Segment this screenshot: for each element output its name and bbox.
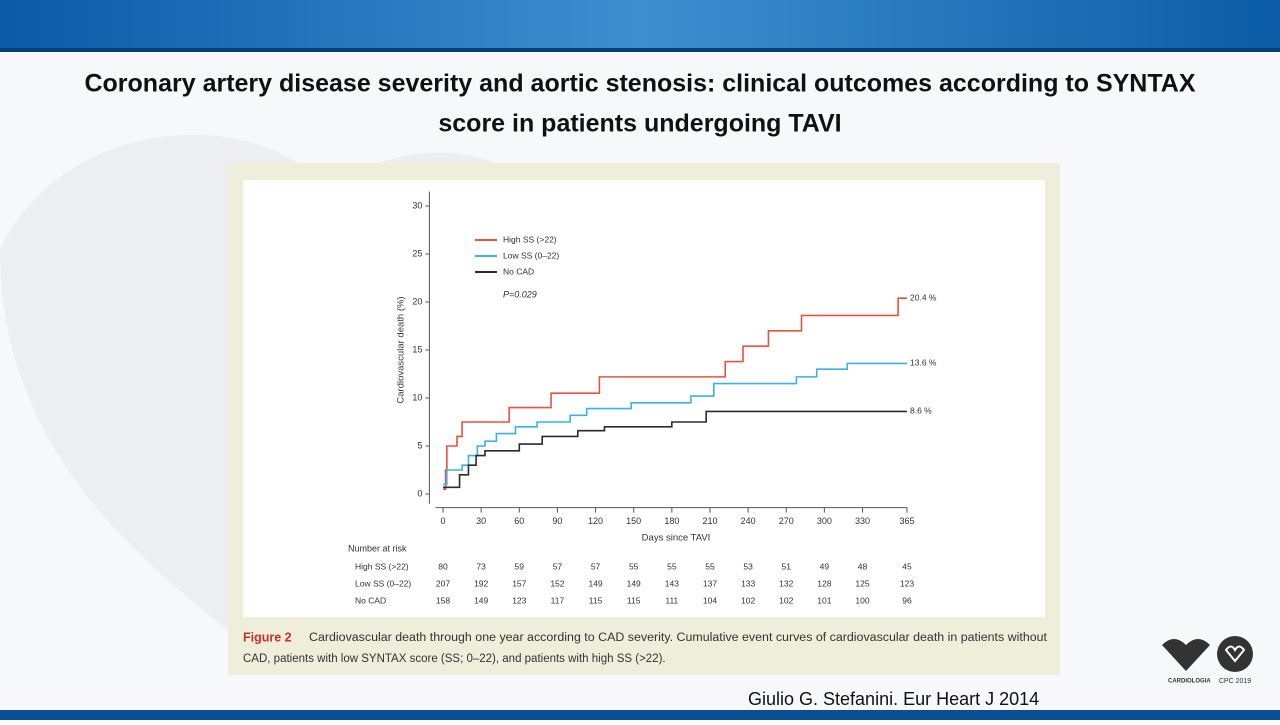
legend-label: Low SS (0–22) xyxy=(503,250,559,260)
risk-count: 55 xyxy=(629,561,639,571)
x-tick-label: 150 xyxy=(626,516,641,526)
x-tick-label: 120 xyxy=(588,516,603,526)
x-tick-label: 210 xyxy=(702,516,717,526)
risk-count: 125 xyxy=(855,578,869,588)
risk-count: 80 xyxy=(438,561,448,571)
x-tick-label: 180 xyxy=(664,516,679,526)
risk-count: 128 xyxy=(817,578,831,588)
risk-count: 123 xyxy=(512,595,526,605)
p-value: P=0.029 xyxy=(503,289,537,299)
y-tick-label: 15 xyxy=(412,344,422,354)
x-tick-label: 300 xyxy=(817,516,832,526)
risk-count: 157 xyxy=(512,578,526,588)
caption-line: CAD, patients with low SYNTAX score (SS;… xyxy=(243,653,666,665)
end-label: 8.6 % xyxy=(910,406,932,416)
series-line xyxy=(443,362,907,486)
y-tick-label: 10 xyxy=(412,392,422,402)
y-tick-label: 0 xyxy=(417,488,422,498)
risk-count: 100 xyxy=(855,595,869,605)
x-tick-label: 330 xyxy=(855,516,870,526)
y-axis-label: Cardiovascular death (%) xyxy=(396,296,407,403)
risk-row-label: No CAD xyxy=(355,595,386,605)
risk-count: 51 xyxy=(782,561,792,571)
legend-label: High SS (>22) xyxy=(503,234,557,244)
risk-count: 137 xyxy=(703,578,717,588)
risk-count: 115 xyxy=(589,595,603,605)
risk-count: 143 xyxy=(665,578,679,588)
risk-count: 149 xyxy=(588,578,602,588)
risk-row-label: High SS (>22) xyxy=(355,561,409,571)
x-tick-label: 60 xyxy=(514,516,524,526)
risk-title: Number at risk xyxy=(348,543,407,553)
risk-count: 59 xyxy=(515,561,525,571)
risk-count: 53 xyxy=(743,561,753,571)
banner-edge xyxy=(0,48,1280,52)
risk-count: 111 xyxy=(665,595,678,605)
caption-line: Cardiovascular death through one year ac… xyxy=(309,632,1048,644)
risk-count: 192 xyxy=(474,578,488,588)
logo-icon xyxy=(1162,639,1210,671)
footer-bar xyxy=(0,710,1280,720)
risk-count: 104 xyxy=(703,595,717,605)
x-tick-label: 90 xyxy=(552,516,562,526)
x-tick-label: 365 xyxy=(899,516,914,526)
citation: Giulio G. Stefanini. Eur Heart J 2014 xyxy=(748,689,1039,709)
logo-text: CARDIOLOGIA xyxy=(1168,679,1211,685)
series-line xyxy=(443,410,907,489)
risk-count: 101 xyxy=(817,595,831,605)
risk-count: 102 xyxy=(741,595,755,605)
risk-count: 152 xyxy=(550,578,564,588)
risk-count: 102 xyxy=(779,595,793,605)
x-tick-label: 30 xyxy=(476,516,486,526)
risk-count: 133 xyxy=(741,578,755,588)
series-line xyxy=(443,297,907,491)
logo-icon xyxy=(1217,636,1253,672)
risk-count: 207 xyxy=(436,578,450,588)
y-tick-label: 5 xyxy=(417,440,422,450)
y-tick-label: 20 xyxy=(412,296,422,306)
risk-count: 149 xyxy=(474,595,488,605)
x-tick-label: 0 xyxy=(441,516,446,526)
x-axis-label: Days since TAVI xyxy=(642,533,711,544)
risk-count: 117 xyxy=(551,595,565,605)
risk-count: 45 xyxy=(902,561,912,571)
y-tick-label: 25 xyxy=(412,248,422,258)
slide-title: Coronary artery disease severity and aor… xyxy=(84,70,1195,98)
x-tick-label: 240 xyxy=(741,516,756,526)
risk-count: 158 xyxy=(436,595,450,605)
risk-count: 57 xyxy=(553,561,563,571)
end-label: 20.4 % xyxy=(910,292,937,302)
risk-count: 132 xyxy=(779,578,793,588)
risk-count: 55 xyxy=(667,561,677,571)
logo-text: CPC 2019 xyxy=(1219,678,1251,685)
risk-count: 96 xyxy=(902,595,912,605)
banner xyxy=(0,0,1280,50)
caption-label: Figure 2 xyxy=(243,630,292,644)
risk-count: 49 xyxy=(820,561,830,571)
risk-count: 115 xyxy=(627,595,641,605)
risk-row-label: Low SS (0–22) xyxy=(355,578,411,588)
y-tick-label: 30 xyxy=(412,200,422,210)
figure-panel xyxy=(243,180,1045,617)
risk-count: 73 xyxy=(476,561,486,571)
risk-count: 149 xyxy=(627,578,641,588)
x-tick-label: 270 xyxy=(779,516,794,526)
risk-count: 55 xyxy=(705,561,715,571)
logo-heart xyxy=(1224,645,1246,663)
risk-count: 123 xyxy=(900,578,914,588)
legend-label: No CAD xyxy=(503,266,534,276)
risk-count: 48 xyxy=(858,561,868,571)
slide-title: score in patients undergoing TAVI xyxy=(438,110,841,138)
end-label: 13.6 % xyxy=(910,358,937,368)
risk-count: 57 xyxy=(591,561,601,571)
